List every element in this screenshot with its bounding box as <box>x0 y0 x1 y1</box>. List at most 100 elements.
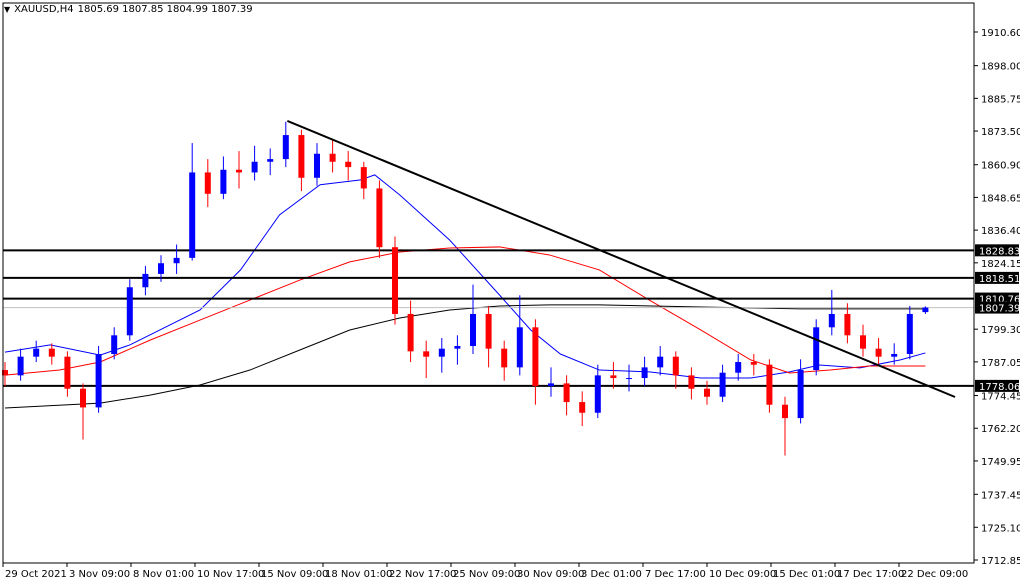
candle <box>189 143 196 261</box>
candle <box>735 354 742 381</box>
candle-body <box>454 345 461 349</box>
candle <box>501 340 508 381</box>
candle <box>251 145 258 181</box>
candle-body <box>95 354 102 408</box>
candle <box>329 140 336 173</box>
y-tick-label: 1749.95 <box>981 457 1020 468</box>
candle <box>813 319 820 376</box>
candle <box>626 364 632 392</box>
trendline-group[interactable] <box>286 119 956 398</box>
horizontal-levels[interactable] <box>3 249 974 387</box>
x-tick-label: 7 Dec 17:00 <box>645 569 706 580</box>
x-tick-label: 30 Nov 09:00 <box>517 569 584 580</box>
candle <box>672 351 679 389</box>
ohlc-label: 1805.69 1807.85 1804.99 1807.39 <box>77 4 253 15</box>
candle <box>204 159 211 208</box>
chart-header: ▼ XAUUSD,H4 1805.69 1807.85 1804.99 1807… <box>4 4 253 15</box>
candle <box>454 335 461 365</box>
candle-body <box>345 161 352 168</box>
candle-body <box>797 370 804 419</box>
candle-body <box>782 404 788 419</box>
x-tick-label: 3 Nov 09:00 <box>69 569 130 580</box>
x-tick-label: 22 Nov 17:00 <box>389 569 456 580</box>
candle <box>688 367 695 400</box>
candle <box>282 121 289 168</box>
candle <box>906 305 913 360</box>
x-tick-label: 17 Dec 17:00 <box>837 569 904 580</box>
candle <box>548 367 554 397</box>
price-label: 1828.83 <box>979 246 1020 257</box>
candle <box>719 364 726 403</box>
candle <box>891 343 898 365</box>
candle <box>298 129 305 192</box>
candle <box>126 279 133 341</box>
candle-body <box>719 372 726 397</box>
candle-body <box>906 313 913 355</box>
candle-body <box>485 313 492 349</box>
candle-body <box>438 348 445 357</box>
candle-body <box>875 348 882 357</box>
price-label-box <box>975 271 1019 284</box>
candle-body <box>126 287 133 336</box>
moving-average-line <box>4 174 926 379</box>
triangle-down-icon[interactable]: ▼ <box>4 5 11 14</box>
x-tick-label: 25 Nov 09:00 <box>453 569 520 580</box>
candle-body <box>17 356 24 376</box>
candle <box>485 305 492 368</box>
candle-body <box>657 356 664 368</box>
candle <box>345 151 352 181</box>
candle-body <box>579 402 586 413</box>
price-label: 1807.39 <box>979 304 1020 315</box>
candle-body <box>610 375 617 379</box>
moving-average-line <box>4 304 926 409</box>
x-tick-label: 3 Dec 01:00 <box>581 569 642 580</box>
candle <box>173 244 180 274</box>
x-tick-label: 22 Dec 09:00 <box>901 569 968 580</box>
y-tick-label: 1898.00 <box>981 62 1020 73</box>
candle-body <box>298 135 305 178</box>
y-tick-label: 1824.15 <box>981 259 1020 270</box>
candle-body <box>641 367 648 379</box>
candle-body <box>204 172 211 194</box>
candle-body <box>189 172 196 258</box>
y-tick-label: 1873.50 <box>981 127 1020 138</box>
candle-body <box>860 335 866 349</box>
candle <box>376 180 383 258</box>
candle-body <box>158 263 164 274</box>
candle-body <box>48 348 55 357</box>
candle-body <box>548 383 554 387</box>
candle <box>407 300 414 363</box>
moving-average-line <box>4 246 926 376</box>
candle <box>875 337 882 365</box>
candle <box>766 359 773 413</box>
candle <box>111 327 118 360</box>
candle <box>236 151 242 189</box>
candle-body <box>251 161 258 173</box>
trendline[interactable] <box>286 119 956 398</box>
candle-body <box>501 348 508 368</box>
candle <box>594 364 601 419</box>
candle-body <box>282 135 289 160</box>
y-tick-label: 1712.85 <box>981 556 1020 567</box>
candle <box>563 375 570 416</box>
price-label: 1778.06 <box>979 382 1020 393</box>
candle-body <box>220 169 227 194</box>
candle <box>797 359 804 424</box>
candle <box>516 295 523 376</box>
plot-frame <box>2 2 975 564</box>
candle-body <box>704 388 710 397</box>
y-tick-label: 1910.60 <box>981 28 1020 39</box>
y-tick-label: 1836.40 <box>981 226 1020 237</box>
candle-body <box>626 378 632 380</box>
candle <box>579 391 586 427</box>
candle <box>267 148 274 176</box>
candle <box>392 236 398 325</box>
candle-body <box>672 356 679 376</box>
candle-body <box>828 313 835 328</box>
candle <box>704 380 710 405</box>
candle-body <box>594 375 601 413</box>
y-tick-label: 1762.20 <box>981 424 1020 435</box>
candle-body <box>844 313 851 336</box>
